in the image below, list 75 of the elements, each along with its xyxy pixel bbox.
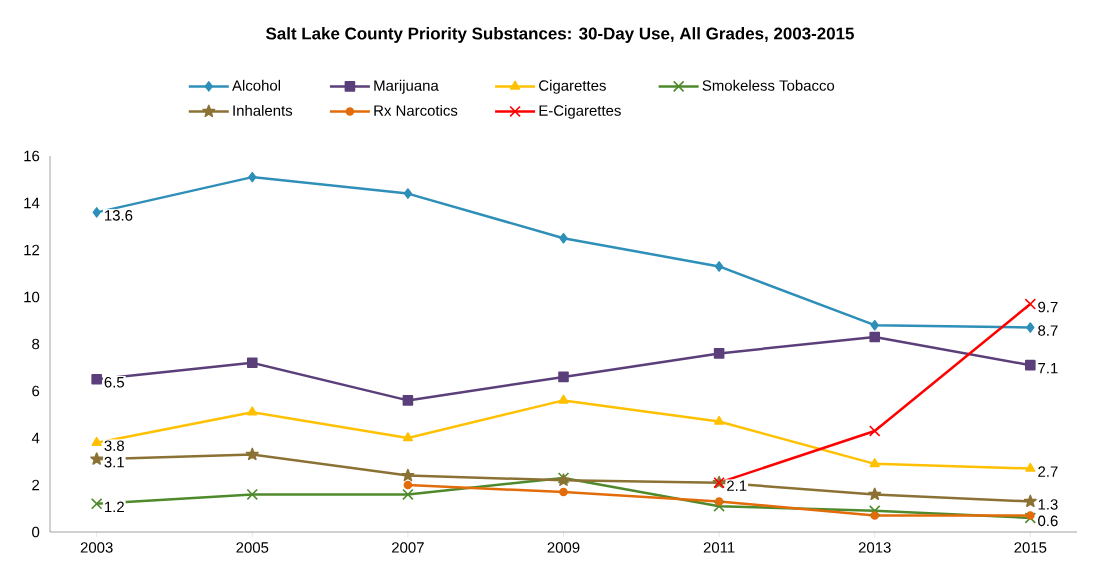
legend-label: Smokeless Tobacco: [702, 79, 835, 91]
point: [403, 480, 413, 490]
point: [714, 497, 724, 506]
y-tick-label: 0: [32, 526, 40, 538]
point: [558, 394, 569, 404]
y-tick-label: 8: [32, 338, 40, 350]
point: [90, 452, 104, 465]
chart-title: Salt Lake County Priority Substances: 30-Day Use, All Grades, 2003-2015: [266, 27, 854, 43]
y-tick-label: 10: [24, 291, 40, 303]
y-tick-label: 14: [24, 197, 40, 209]
point: [713, 500, 725, 512]
data-label: 8.7: [1038, 325, 1058, 336]
legend-label: Cigarettes: [539, 79, 606, 94]
point: [869, 458, 880, 468]
y-tick-label: 4: [31, 432, 40, 444]
data-label: 2.7: [1038, 466, 1058, 477]
data-label: 2.1: [727, 480, 747, 491]
legend-label: E-Cigarettes: [539, 104, 621, 119]
x-tick-label: 2015: [1014, 542, 1047, 553]
point: [402, 488, 414, 501]
point: [246, 357, 258, 369]
legend-label: Alcohol: [232, 79, 281, 91]
point: [1025, 462, 1036, 472]
y-tick-label: 16: [24, 150, 40, 162]
point: [248, 171, 257, 183]
x-tick-label: 2009: [547, 542, 580, 553]
point: [90, 498, 103, 510]
data-label: 9.7: [1038, 301, 1058, 313]
point: [247, 406, 258, 416]
point: [868, 425, 881, 437]
point: [559, 232, 568, 244]
point: [558, 371, 569, 383]
x-tick-label: 2011: [703, 542, 735, 553]
point: [559, 487, 568, 497]
data-label: 1.2: [105, 501, 124, 513]
point: [1025, 359, 1036, 371]
point: [713, 348, 725, 359]
legend-label: Rx Narcotics: [374, 104, 458, 116]
data-label: 13.6: [105, 210, 133, 221]
data-label: 1.3: [1038, 499, 1058, 510]
data-label: 3.8: [104, 440, 124, 451]
point: [402, 395, 414, 406]
point: [1026, 511, 1035, 520]
point: [868, 505, 881, 517]
point: [403, 188, 413, 199]
point: [91, 373, 102, 385]
x-tick-label: 2007: [392, 542, 424, 553]
point: [713, 415, 725, 425]
point: [246, 488, 259, 501]
legend-label: Inhalents: [233, 104, 293, 116]
x-tick-label: 2003: [80, 542, 113, 553]
data-label: 3.1: [104, 456, 124, 468]
point: [401, 468, 415, 482]
point: [1024, 298, 1037, 310]
point: [92, 207, 101, 218]
point: [245, 447, 259, 461]
x-tick-label: 2005: [236, 542, 269, 553]
data-label: 7.1: [1038, 363, 1058, 374]
legend-label: Marijuana: [374, 79, 439, 94]
data-label: 0.6: [1038, 515, 1058, 527]
point: [869, 331, 881, 343]
point: [1023, 494, 1037, 508]
point: [868, 487, 882, 501]
x-tick-label: 2013: [858, 542, 891, 553]
point: [1026, 322, 1035, 333]
y-tick-label: 2: [32, 479, 40, 491]
point: [91, 436, 102, 446]
y-tick-label: 6: [32, 385, 40, 397]
data-label: 6.5: [104, 376, 125, 388]
point: [714, 261, 724, 272]
point: [1024, 512, 1037, 524]
point: [870, 319, 879, 331]
y-tick-label: 12: [24, 244, 40, 256]
point: [870, 511, 880, 520]
point: [402, 432, 414, 442]
